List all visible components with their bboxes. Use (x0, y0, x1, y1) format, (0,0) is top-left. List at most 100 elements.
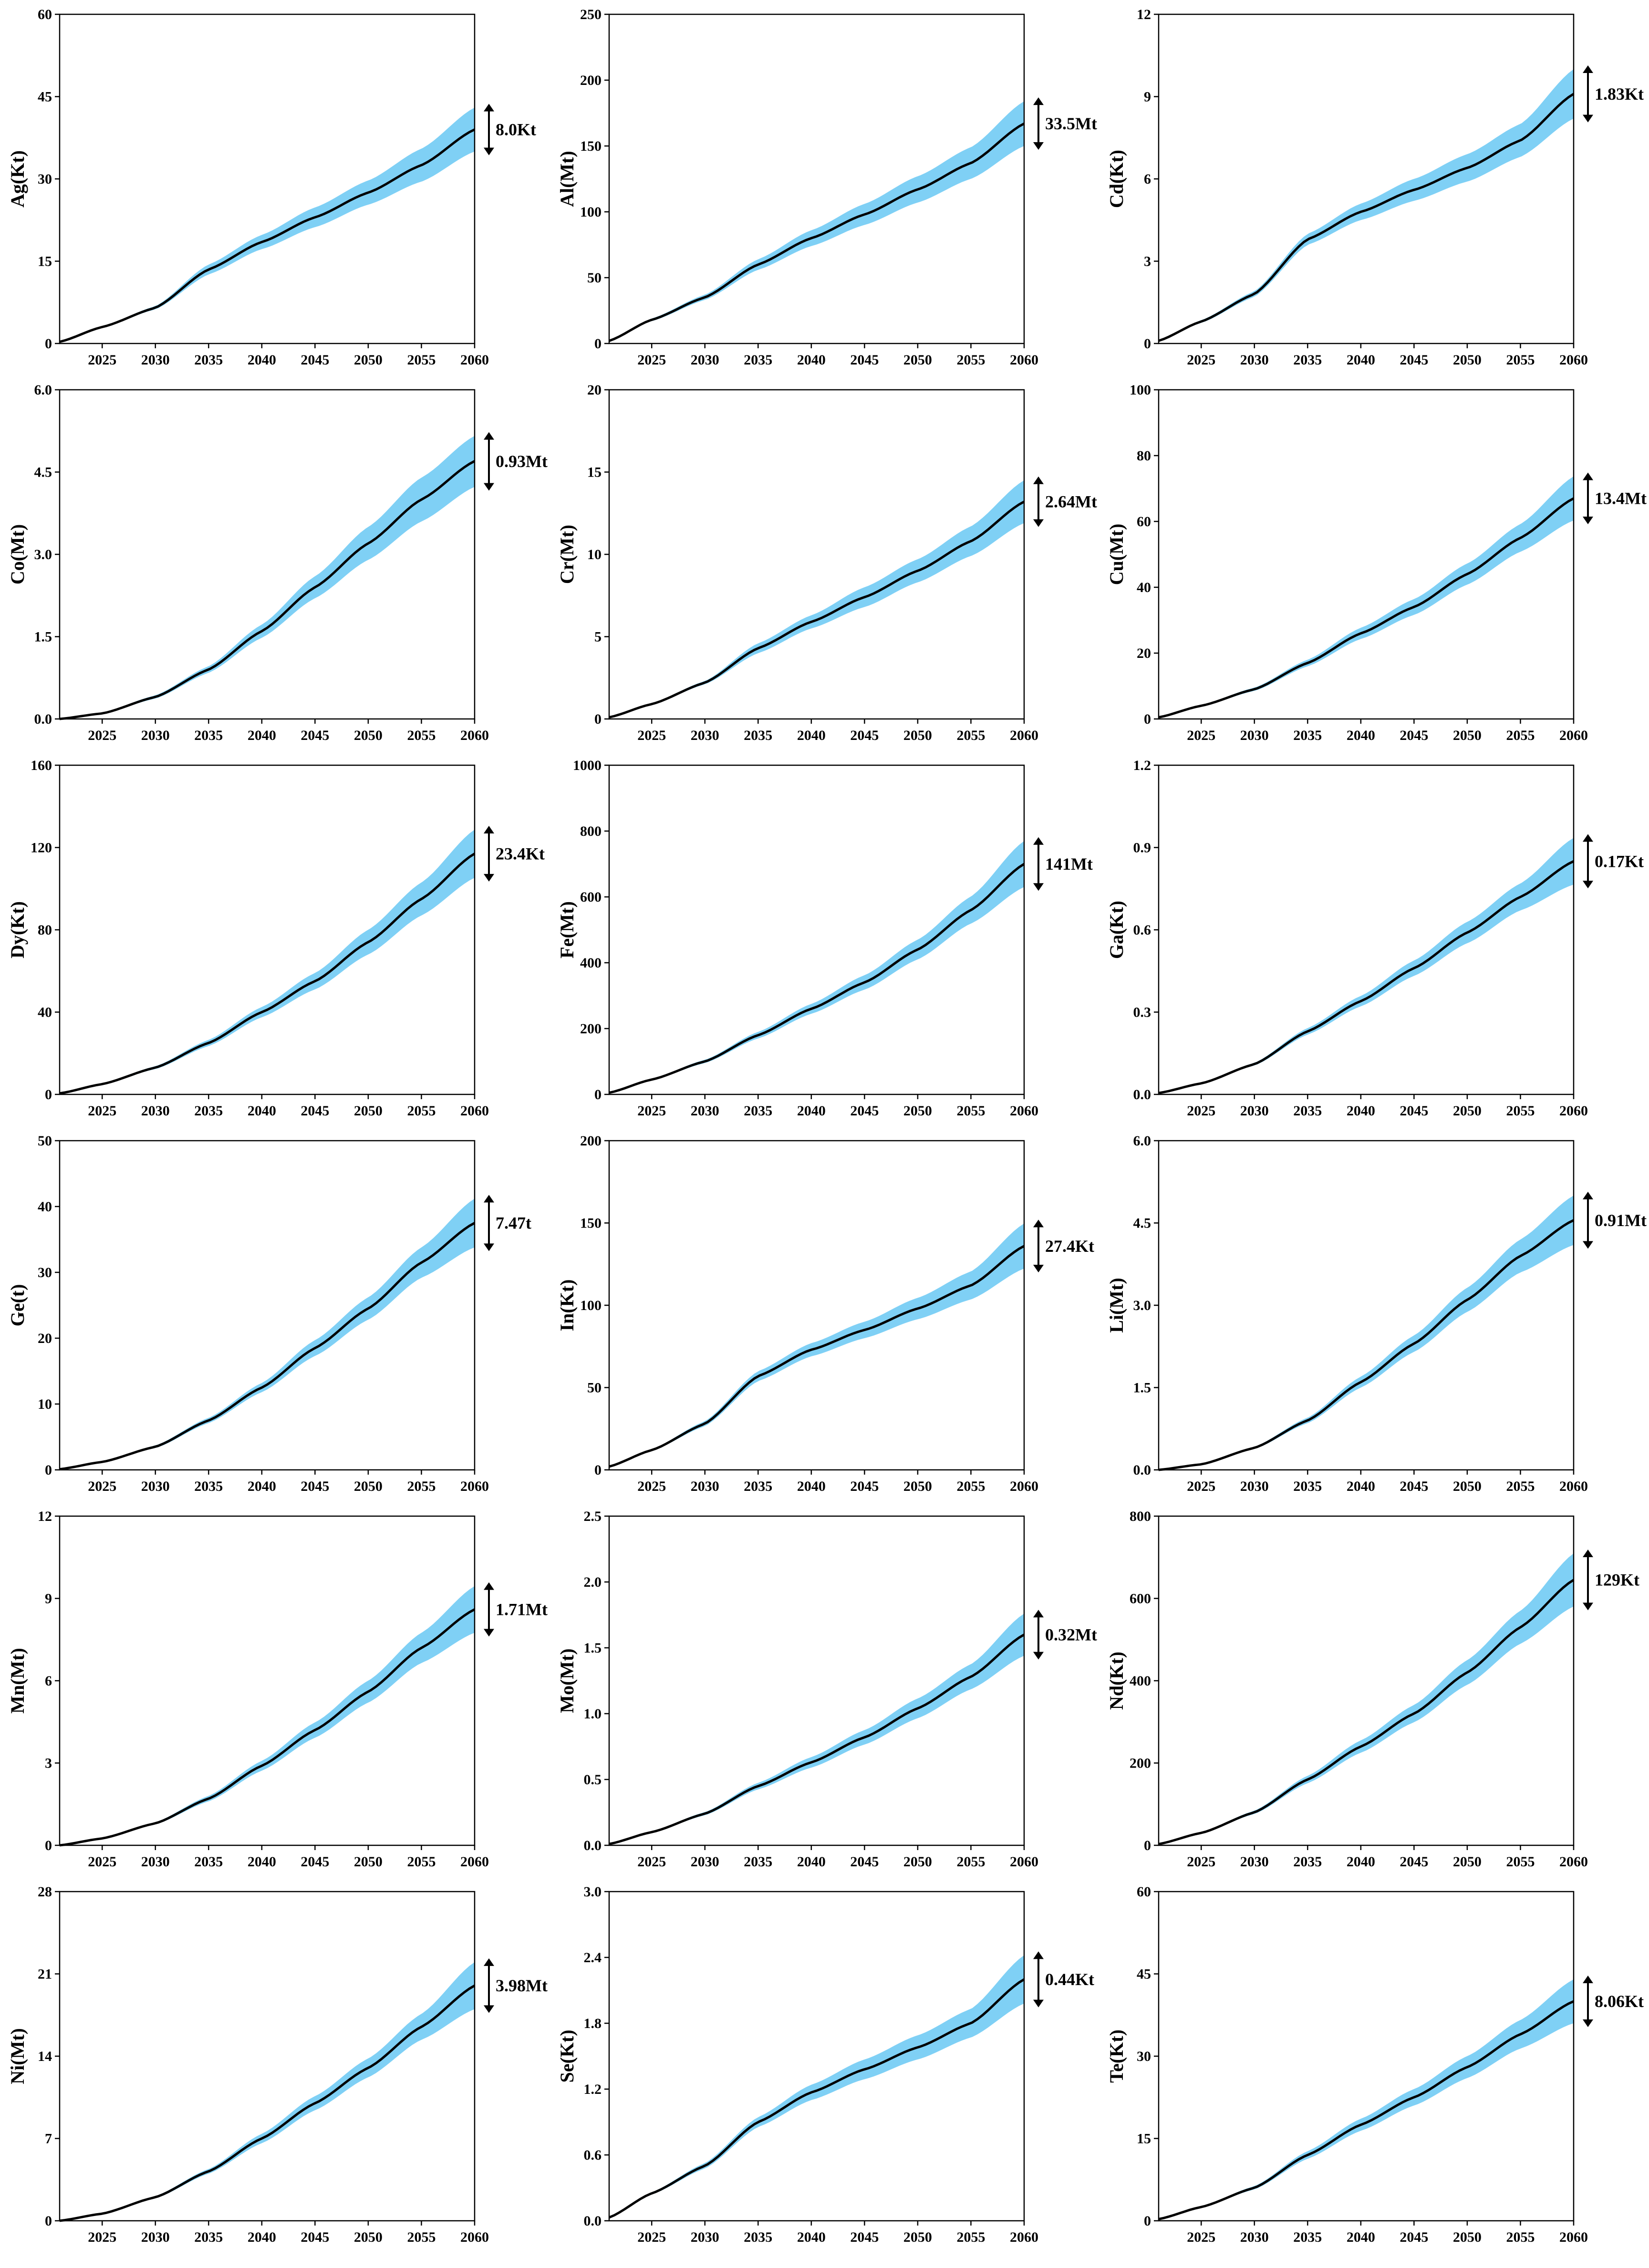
y-tick-label: 9 (1144, 89, 1151, 105)
chart-panel-ge: 0 10 20 30 40 50 2025 2030 2035 2040 2045 2050 2055 2… (0, 1130, 549, 1507)
x-tick-label: 2025 (88, 728, 116, 743)
plot-frame (1158, 1140, 1575, 1471)
y-tick-label: 600 (580, 889, 602, 905)
x-tick-label: 2050 (354, 2229, 383, 2245)
range-arrow (1033, 1219, 1044, 1273)
chart-svg: 0 5 10 15 20 2025 2030 2035 2040 2045 2050 2055 2060… (556, 382, 1097, 743)
y-axis-label: Dy(Kt) (7, 901, 28, 958)
chart-svg: 0 15 30 45 60 2025 2030 2035 2040 2045 2050 2055 206… (7, 7, 536, 368)
x-tick-label: 2030 (141, 352, 170, 368)
x-tick-label: 2045 (850, 728, 879, 743)
range-arrow (1583, 1976, 1593, 2027)
series-line (1158, 860, 1575, 1094)
range-label: 8.0Kt (496, 120, 536, 139)
chart-svg: 0 200 400 600 800 1000 2025 2030 2035 2040 2045 205… (556, 758, 1093, 1119)
uncertainty-band (60, 436, 475, 719)
plot-frame (608, 764, 1025, 1095)
y-tick-label: 6.0 (34, 382, 52, 398)
y-tick-label: 50 (587, 1380, 602, 1396)
range-arrow (1583, 1550, 1593, 1611)
x-tick-label: 2040 (1347, 2229, 1375, 2245)
x-tick-label: 2035 (194, 1478, 223, 1494)
y-tick-label: 200 (580, 1021, 602, 1037)
y-tick-label: 1.8 (584, 2016, 602, 2031)
x-tick-label: 2030 (141, 1854, 170, 1870)
x-tick-label: 2045 (301, 1103, 329, 1119)
chart-svg: 0.0 0.6 1.2 1.8 2.4 3.0 2025 2030 2035 2040 2045 20… (556, 1884, 1094, 2245)
x-tick-label: 2055 (407, 1478, 436, 1494)
y-tick-label: 0 (45, 336, 52, 352)
series-line (1158, 1579, 1575, 1845)
x-tick-label: 2045 (301, 728, 329, 743)
series-line (1158, 2000, 1575, 2220)
x-tick-label: 2060 (1559, 1854, 1588, 1870)
x-tick-label: 2025 (88, 1854, 116, 1870)
x-tick-label: 2055 (1506, 1103, 1535, 1119)
x-tick-label: 2035 (194, 352, 223, 368)
y-tick-label: 6.0 (1133, 1133, 1151, 1149)
x-tick-label: 2050 (1453, 2229, 1482, 2245)
x-tick-label: 2025 (637, 1103, 666, 1119)
y-tick-label: 80 (1137, 448, 1151, 464)
series-line (59, 1222, 476, 1471)
x-tick-label: 2025 (637, 1854, 666, 1870)
x-tick-label: 2050 (354, 352, 383, 368)
x-tick-label: 2045 (1400, 1478, 1428, 1494)
x-tick-label: 2055 (407, 728, 436, 743)
series-line (59, 128, 476, 343)
uncertainty-band (609, 480, 1024, 718)
y-tick-label: 5 (594, 629, 602, 645)
y-tick-label: 50 (38, 1133, 52, 1149)
x-tick-label: 2055 (1506, 2229, 1535, 2245)
range-arrow (1583, 65, 1593, 123)
y-tick-label: 200 (580, 1133, 602, 1149)
x-tick-label: 2050 (354, 1478, 383, 1494)
chart-svg: 0 7 14 21 28 2025 2030 2035 2040 2045 2050 2055 2060… (7, 1884, 548, 2245)
range-label: 1.83Kt (1595, 84, 1644, 104)
series-line (609, 863, 1025, 1094)
x-tick-label: 2060 (1010, 728, 1038, 743)
plot-frame (1158, 764, 1575, 1095)
x-tick-label: 2030 (691, 1478, 719, 1494)
range-arrow (484, 1958, 494, 2013)
x-tick-label: 2040 (1347, 1103, 1375, 1119)
x-tick-label: 2035 (744, 1854, 772, 1870)
y-tick-label: 4.5 (1133, 1216, 1151, 1231)
x-tick-label: 2030 (141, 1478, 170, 1494)
y-tick-label: 0.5 (584, 1772, 602, 1788)
y-tick-label: 0 (45, 1087, 52, 1103)
y-axis-label: Cr(Mt) (556, 525, 578, 584)
x-tick-label: 2045 (301, 1478, 329, 1494)
x-tick-label: 2040 (1347, 352, 1375, 368)
range-arrow (1033, 1951, 1044, 2008)
chart-panel-ag: 0 15 30 45 60 2025 2030 2035 2040 2045 2050 2055 206… (0, 4, 549, 381)
chart-panel-fe: 0 200 400 600 800 1000 2025 2030 2035 2040 2045 205… (550, 755, 1098, 1132)
y-tick-label: 0 (1144, 711, 1151, 727)
range-arrow (1033, 97, 1044, 150)
x-tick-label: 2055 (956, 1854, 985, 1870)
x-tick-label: 2045 (850, 352, 879, 368)
y-axis-label: Ni(Mt) (7, 2028, 28, 2084)
uncertainty-band (609, 1223, 1024, 1467)
x-tick-label: 2045 (1400, 1103, 1428, 1119)
chart-panel-se: 0.0 0.6 1.2 1.8 2.4 3.0 2025 2030 2035 2040 2045 20… (550, 1881, 1098, 2258)
x-tick-label: 2030 (691, 728, 719, 743)
series-line (609, 1978, 1025, 2219)
y-tick-label: 400 (580, 955, 602, 971)
x-tick-label: 2025 (1187, 1478, 1215, 1494)
x-tick-label: 2025 (88, 1103, 116, 1119)
y-tick-label: 600 (1130, 1591, 1151, 1607)
y-tick-label: 0.0 (1133, 1462, 1151, 1478)
y-tick-label: 200 (1130, 1756, 1151, 1771)
x-tick-label: 2035 (1293, 1478, 1322, 1494)
x-tick-label: 2025 (1187, 728, 1215, 743)
x-tick-label: 2060 (1010, 1854, 1038, 1870)
chart-svg: 0.0 0.3 0.6 0.9 1.2 2025 2030 2035 2040 2045 2050 2… (1106, 758, 1644, 1119)
uncertainty-band (1159, 1979, 1574, 2219)
series-line (59, 460, 476, 720)
uncertainty-band (609, 1955, 1024, 2218)
y-tick-label: 60 (38, 7, 52, 22)
plot-frame (608, 1891, 1025, 2222)
